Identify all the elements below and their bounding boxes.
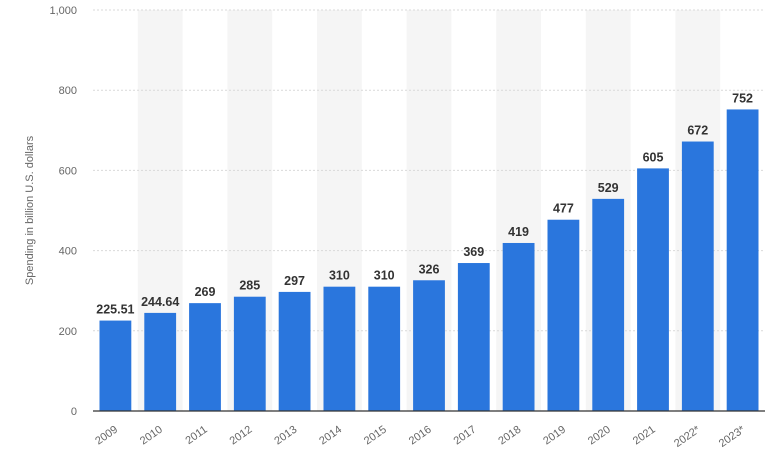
bar (726, 109, 759, 411)
bar-value-label: 225.51 (96, 303, 134, 317)
bar-value-label: 672 (687, 124, 708, 138)
bar-value-label: 310 (374, 269, 395, 283)
bar (637, 168, 669, 411)
x-tick-label: 2021 (631, 424, 658, 448)
bar-value-label: 369 (463, 245, 484, 259)
bar (99, 320, 132, 411)
bar-value-label: 752 (732, 91, 753, 105)
bar-value-label: 297 (284, 274, 305, 288)
y-tick-label: 1,000 (49, 5, 77, 17)
y-axis-ticks-group: 0 200 400 600 800 1,000 (49, 5, 77, 418)
bar (681, 141, 714, 411)
bar-value-label: 605 (643, 150, 664, 164)
x-tick-label: 2016 (407, 424, 434, 448)
bar-value-label: 269 (195, 285, 216, 299)
x-tick-label: 2022* (672, 423, 703, 450)
bar (233, 296, 266, 411)
bar (189, 303, 221, 411)
y-axis-title: Spending in billion U.S. dollars (24, 135, 36, 285)
y-tick-label: 600 (59, 165, 77, 177)
x-tick-label: 2009 (93, 424, 120, 448)
x-tick-label: 2020 (586, 424, 613, 448)
bar (592, 198, 625, 411)
x-tick-label: 2012 (228, 424, 255, 448)
y-tick-label: 200 (59, 326, 77, 338)
x-tick-label: 2019 (541, 424, 568, 448)
bar-value-label: 244.64 (141, 295, 179, 309)
x-tick-label: 2023* (717, 423, 748, 450)
bar (502, 242, 535, 411)
bar (323, 286, 356, 411)
y-tick-label: 0 (71, 406, 77, 418)
bar (144, 312, 177, 411)
x-tick-label: 2017 (452, 424, 479, 448)
bar-value-label: 529 (598, 181, 619, 195)
x-tick-label: 2013 (272, 424, 299, 448)
bar-value-label: 419 (508, 225, 529, 239)
x-tick-label: 2018 (496, 424, 523, 448)
x-tick-label: 2015 (362, 424, 389, 448)
bar-value-label: 310 (329, 269, 350, 283)
y-tick-label: 400 (59, 246, 77, 258)
bars-group (99, 109, 759, 411)
bar-value-label: 326 (419, 262, 440, 276)
bar (413, 280, 445, 411)
y-tick-label: 800 (59, 85, 77, 97)
bar (547, 219, 580, 411)
x-axis-ticks-group: 2009 2010 2011 2012 2013 2014 2015 2016 2017 2018… (93, 423, 748, 450)
bar-value-label: 285 (239, 279, 260, 293)
bar (278, 291, 311, 411)
value-labels-group: 225.51 244.64 269 285 297 310 310 326 369 419 477 5… (96, 91, 753, 316)
bar (368, 286, 401, 411)
x-tick-label: 2014 (317, 424, 344, 448)
bar-value-label: 477 (553, 202, 574, 216)
bar (457, 263, 490, 411)
x-tick-label: 2011 (183, 424, 209, 447)
x-tick-label: 2010 (138, 424, 165, 448)
